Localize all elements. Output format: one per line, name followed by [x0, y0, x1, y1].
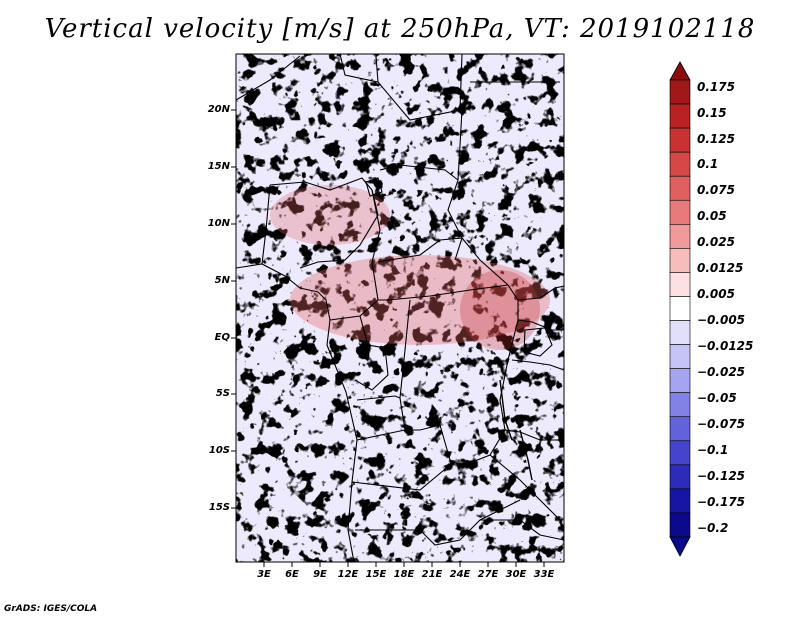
lat-label-15n: 15N [207, 161, 230, 172]
colorbar-box [669, 392, 691, 418]
lon-label-27e: 27E [477, 569, 499, 580]
colorbar-box [669, 368, 691, 393]
lat-label-20n: 20N [207, 104, 230, 115]
lat-label-10n: 10N [207, 218, 230, 229]
lat-label-5s: 5S [215, 388, 230, 399]
colorbar-box [669, 488, 691, 514]
lon-label-12e: 12E [337, 569, 359, 580]
colorbar-label: −0.175 [697, 495, 746, 509]
colorbar-label: 0.075 [697, 183, 735, 197]
colorbar-label: 0.125 [697, 132, 735, 146]
colorbar-box [669, 79, 691, 105]
lat-label-5n: 5N [214, 275, 230, 286]
colorbar-top-arrow [669, 61, 691, 81]
colorbar-boxes [669, 79, 691, 538]
colorbar-box [669, 512, 691, 538]
lon-label-24e: 24E [449, 569, 471, 580]
map-frame [235, 53, 565, 563]
colorbar-label: −0.2 [697, 521, 729, 535]
colorbar-label: −0.005 [697, 313, 746, 327]
colorbar-box [669, 416, 691, 442]
colorbar-label: −0.025 [697, 365, 746, 379]
grads-credit: GrADS: IGES/COLA [4, 604, 98, 614]
colorbar-box [669, 344, 691, 369]
velocity-field [236, 54, 564, 562]
lon-label-33e: 33E [533, 569, 555, 580]
colorbar-label: 0.15 [697, 106, 727, 120]
colorbar-box [669, 320, 691, 345]
lon-label-6e: 6E [285, 569, 299, 580]
colorbar-label: 0.025 [697, 235, 735, 249]
lon-label-18e: 18E [393, 569, 415, 580]
lat-label-eq: EQ [214, 332, 230, 343]
colorbar-label: −0.075 [697, 417, 746, 431]
colorbar-box [669, 127, 691, 153]
colorbar-label: −0.05 [697, 391, 737, 405]
lon-label-15e: 15E [365, 569, 387, 580]
colorbar [669, 61, 691, 557]
colorbar-bottom-arrow [669, 536, 691, 557]
colorbar-box [669, 248, 691, 273]
lon-label-30e: 30E [505, 569, 527, 580]
colorbar-box [669, 175, 691, 201]
lon-ticks [263, 562, 545, 567]
country-borders [236, 54, 564, 562]
colorbar-box [669, 199, 691, 225]
colorbar-box [669, 103, 691, 129]
colorbar-label: 0.005 [697, 287, 735, 301]
colorbar-label: −0.125 [697, 469, 746, 483]
lon-label-3e: 3E [257, 569, 271, 580]
colorbar-box [669, 440, 691, 466]
lat-label-15s: 15S [208, 502, 230, 513]
lat-label-10s: 10S [208, 445, 230, 456]
colorbar-box [669, 224, 691, 249]
colorbar-label: 0.1 [697, 157, 719, 171]
colorbar-label: 0.175 [697, 80, 735, 94]
figure-title: Vertical velocity [m/s] at 250hPa, VT: 2… [44, 14, 756, 44]
colorbar-box [669, 272, 691, 297]
colorbar-box [669, 296, 691, 321]
colorbar-label: −0.0125 [697, 339, 754, 353]
colorbar-label: 0.0125 [697, 261, 744, 275]
lon-label-9e: 9E [313, 569, 327, 580]
lat-ticks [231, 109, 236, 509]
colorbar-box [669, 151, 691, 177]
colorbar-box [669, 464, 691, 490]
colorbar-label: 0.05 [697, 209, 727, 223]
colorbar-label: −0.1 [697, 443, 729, 457]
lon-label-21e: 21E [421, 569, 443, 580]
